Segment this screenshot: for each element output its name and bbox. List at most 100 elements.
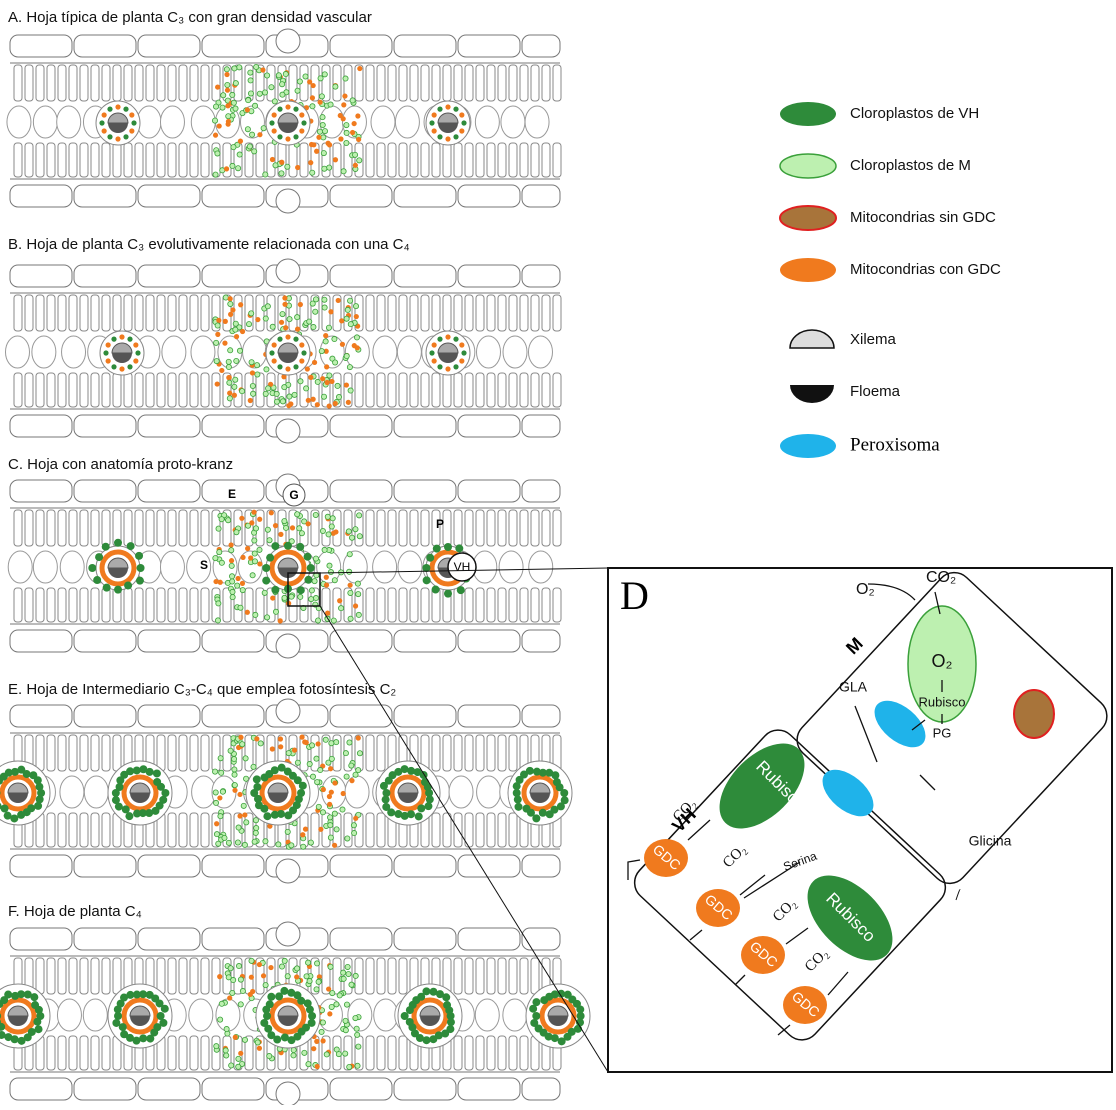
- chloroplast: [252, 103, 257, 108]
- palisade-cell: [454, 65, 462, 101]
- chloroplast: [229, 548, 234, 553]
- chloroplast: [119, 334, 124, 339]
- palisade-cell: [377, 958, 385, 994]
- chloroplast: [353, 772, 358, 777]
- chloroplast: [327, 563, 332, 568]
- chloroplast: [136, 577, 144, 585]
- epidermis-cell: [330, 415, 392, 437]
- epidermis-cell: [394, 928, 456, 950]
- label: Glicina: [969, 833, 1012, 849]
- palisade-cell: [179, 588, 187, 622]
- chloroplast: [280, 399, 285, 404]
- chloroplast: [293, 107, 298, 112]
- palisade-cell: [487, 510, 495, 546]
- chloroplast: [124, 581, 132, 589]
- palisade-cell: [443, 510, 451, 546]
- palisade-cell: [124, 510, 132, 546]
- chloroplast: [252, 538, 257, 543]
- palisade-cell: [102, 735, 110, 771]
- chloroplast: [218, 1017, 223, 1022]
- chloroplast: [347, 740, 352, 745]
- chloroplast: [287, 317, 292, 322]
- spongy-cell: [374, 999, 398, 1031]
- chloroplast: [453, 364, 458, 369]
- palisade-cell: [58, 813, 66, 847]
- chloroplast: [316, 804, 321, 809]
- palisade-cell: [168, 1036, 176, 1070]
- chloroplast: [295, 88, 300, 93]
- spongy-cell: [395, 106, 419, 138]
- spongy-cell: [84, 776, 108, 808]
- palisade-cell: [146, 295, 154, 331]
- chloroplast: [307, 979, 312, 984]
- chloroplast: [230, 579, 235, 584]
- mitochondrion: [238, 139, 243, 144]
- mitochondrion: [249, 520, 254, 525]
- chloroplast: [102, 112, 107, 117]
- epidermis-cell: [330, 480, 392, 502]
- epidermis-cell: [458, 185, 520, 207]
- chloroplast: [344, 316, 349, 321]
- mitochondrion: [357, 66, 362, 71]
- chloroplast: [238, 605, 243, 610]
- palisade-cell: [531, 958, 539, 994]
- palisade-cell: [454, 510, 462, 546]
- mitochondrion: [311, 83, 316, 88]
- epidermis-cell: [394, 855, 456, 877]
- palisade-cell: [553, 373, 561, 407]
- chloroplast: [277, 107, 282, 112]
- palisade-cell: [102, 65, 110, 101]
- palisade-cell: [443, 373, 451, 407]
- mitochondrion: [278, 618, 283, 623]
- legend-swatch: [780, 154, 836, 178]
- chloroplast: [326, 325, 331, 330]
- chloroplast: [306, 1006, 314, 1014]
- chloroplast: [329, 1004, 334, 1009]
- chloroplast: [213, 790, 218, 795]
- chloroplast: [236, 963, 241, 968]
- chloroplast: [322, 547, 327, 552]
- chloroplast: [232, 66, 237, 71]
- mitochondrion: [217, 123, 222, 128]
- palisade-cell: [542, 295, 550, 331]
- chloroplast: [253, 526, 258, 531]
- mitochondrion: [223, 319, 228, 324]
- chloroplast: [250, 573, 255, 578]
- palisade-cell: [465, 735, 473, 771]
- chloroplast: [445, 1006, 453, 1014]
- epidermis-cell: [10, 185, 72, 207]
- palisade-cell: [102, 295, 110, 331]
- chloroplast: [30, 993, 38, 1001]
- palisade-cell: [157, 735, 165, 771]
- chloroplast: [263, 812, 271, 820]
- chloroplast: [283, 71, 288, 76]
- palisade-cell: [190, 1036, 198, 1070]
- chloroplast: [253, 830, 258, 835]
- spongy-cell: [501, 106, 525, 138]
- chloroplast: [326, 532, 331, 537]
- palisade-cell: [124, 373, 132, 407]
- palisade-cell: [256, 373, 264, 407]
- chloroplast: [330, 990, 335, 995]
- chloroplast: [265, 73, 270, 78]
- chloroplast: [281, 1033, 289, 1041]
- palisade-cell: [102, 588, 110, 622]
- mitochondrion: [350, 130, 355, 135]
- chloroplast: [220, 105, 225, 110]
- mitochondrion: [312, 360, 317, 365]
- chloroplast: [230, 595, 235, 600]
- mitochondrion: [248, 992, 253, 997]
- chloroplast: [249, 360, 254, 365]
- chloroplast: [316, 979, 321, 984]
- chloroplast: [315, 780, 320, 785]
- chloroplast: [330, 516, 335, 521]
- chloroplast: [123, 134, 128, 139]
- palisade-cell: [509, 813, 517, 847]
- chloroplast: [322, 129, 327, 134]
- spongy-cell: [499, 551, 523, 583]
- epidermis-cell: [202, 1078, 264, 1100]
- chloroplast: [301, 120, 306, 125]
- chloroplast: [453, 107, 458, 112]
- palisade-cell: [69, 1036, 77, 1070]
- palisade-cell: [476, 143, 484, 177]
